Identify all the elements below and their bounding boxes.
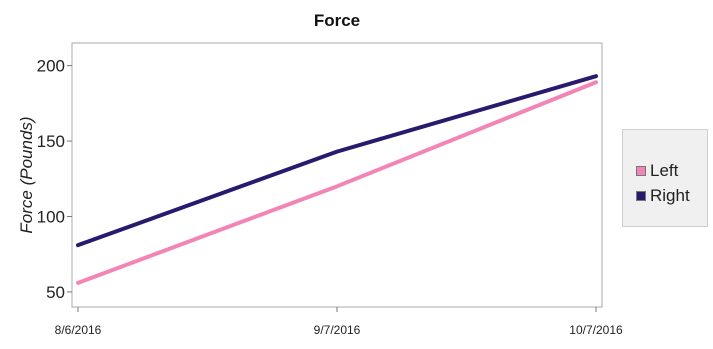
x-tick-label: 8/6/2016 (55, 323, 102, 337)
series-line-left (76, 80, 598, 285)
legend-swatch-left (636, 166, 646, 176)
series-line-right (76, 74, 598, 248)
y-axis-label: Force (Pounds) (17, 116, 36, 233)
legend-item-left: Left (636, 161, 678, 181)
y-tick-label: 100 (37, 207, 65, 226)
x-axis: 8/6/2016 9/7/2016 10/7/2016 (55, 307, 623, 337)
x-tick-label: 9/7/2016 (314, 323, 361, 337)
y-tick-label: 200 (37, 57, 65, 76)
y-tick-label: 150 (37, 132, 65, 151)
legend-item-right: Right (636, 186, 690, 206)
y-tick-label: 50 (46, 283, 65, 302)
legend-label-right: Right (650, 186, 690, 205)
plot-area (71, 42, 603, 308)
legend-swatch-right (636, 191, 646, 201)
chart-title: Force (314, 11, 360, 30)
legend: Left Right (622, 129, 708, 227)
x-tick-label: 10/7/2016 (569, 323, 623, 337)
series-lines (76, 74, 598, 285)
legend-label-left: Left (650, 161, 679, 180)
y-axis: 50 100 150 200 (37, 57, 72, 302)
